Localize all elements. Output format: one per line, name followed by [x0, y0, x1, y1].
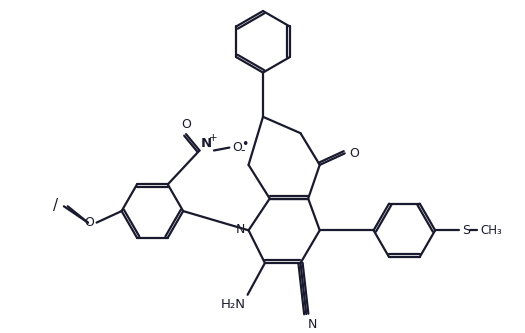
Text: S: S: [462, 224, 470, 237]
Text: -: -: [241, 144, 245, 157]
Text: H₂N: H₂N: [220, 298, 246, 311]
Text: O: O: [350, 147, 360, 160]
Text: O: O: [232, 141, 242, 154]
Text: +: +: [209, 133, 218, 143]
Text: O: O: [84, 216, 93, 229]
Text: •: •: [241, 138, 248, 151]
Text: CH₃: CH₃: [480, 224, 502, 237]
Text: O: O: [181, 118, 191, 131]
Text: N: N: [235, 223, 245, 236]
Text: N: N: [201, 137, 212, 150]
Text: /: /: [53, 198, 58, 213]
Text: N: N: [308, 318, 318, 331]
